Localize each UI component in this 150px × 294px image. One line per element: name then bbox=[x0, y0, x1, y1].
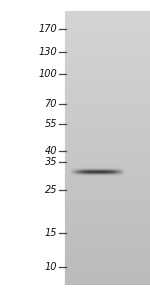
Text: 40: 40 bbox=[45, 146, 57, 156]
Text: 35: 35 bbox=[45, 157, 57, 167]
Text: 55: 55 bbox=[45, 119, 57, 129]
Text: 15: 15 bbox=[45, 228, 57, 238]
Text: 100: 100 bbox=[38, 69, 57, 79]
Text: 130: 130 bbox=[38, 47, 57, 57]
Text: 10: 10 bbox=[45, 261, 57, 271]
Bar bbox=[0, 0, 63, 294]
Text: 25: 25 bbox=[45, 185, 57, 195]
Text: 170: 170 bbox=[38, 24, 57, 34]
Text: 70: 70 bbox=[45, 99, 57, 109]
